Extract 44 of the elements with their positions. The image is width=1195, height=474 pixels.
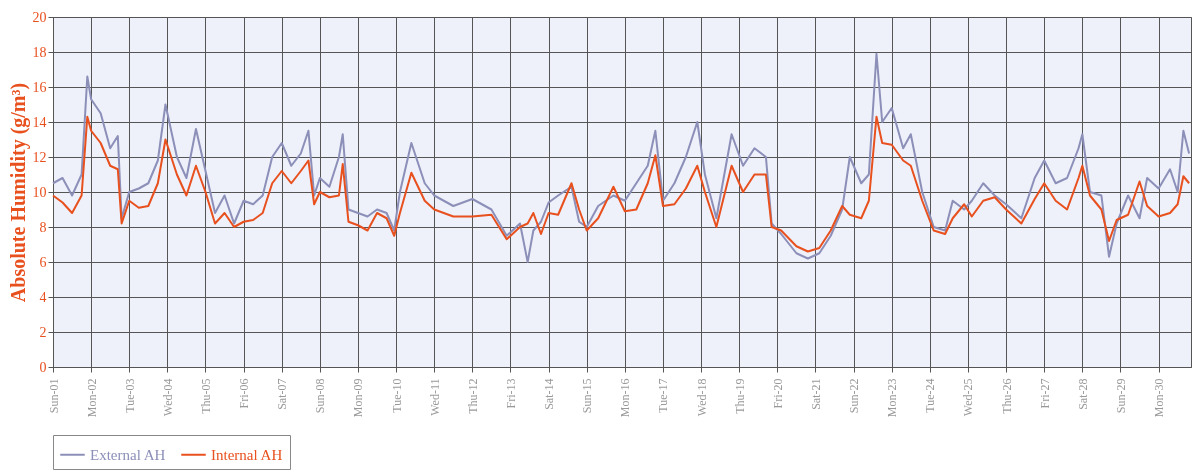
x-tick-label: Sat-14 [542, 378, 557, 410]
x-tick-label: Thu-26 [999, 378, 1014, 414]
y-tick-label: 10 [32, 184, 47, 200]
x-tick-label: Sun-01 [46, 378, 61, 414]
x-tick-label: Tue-03 [122, 378, 137, 413]
x-tick-label: Wed-25 [961, 378, 976, 417]
x-tick-label: Mon-30 [1152, 378, 1167, 418]
x-tick-label: Fri-20 [770, 378, 785, 409]
x-tick-label: Sat-21 [808, 378, 823, 410]
x-tick-label: Fri-27 [1037, 378, 1052, 409]
y-tick-label: 2 [39, 324, 47, 340]
y-tick-label: 14 [32, 114, 47, 130]
x-tick-label: Fri-06 [237, 378, 252, 409]
x-tick-label: Sun-08 [313, 378, 328, 414]
x-tick-label: Sun-29 [1113, 378, 1128, 414]
y-tick-label: 8 [39, 219, 47, 235]
legend-label: External AH [90, 446, 166, 463]
y-tick-label: 4 [39, 289, 47, 305]
x-tick-label: Thu-19 [732, 378, 747, 414]
y-tick-label: 6 [39, 254, 47, 270]
x-tick-label: Tue-17 [656, 378, 671, 413]
x-tick-label: Sun-22 [847, 378, 862, 414]
x-tick-label: Sat-07 [275, 378, 290, 410]
y-tick-label: 20 [32, 9, 47, 25]
y-tick-label: 0 [39, 359, 47, 375]
x-tick-label: Sun-15 [580, 378, 595, 414]
x-tick-label: Wed-18 [694, 378, 709, 417]
legend-label: Internal AH [211, 446, 283, 463]
x-tick-label: Fri-13 [503, 378, 518, 409]
x-tick-label: Wed-04 [160, 378, 175, 417]
x-tick-label: Wed-11 [427, 378, 442, 416]
x-tick-label: Mon-09 [351, 378, 366, 418]
y-tick-label: 12 [32, 149, 47, 165]
x-tick-label: Sat-28 [1075, 378, 1090, 410]
y-axis-title: Absolute Humidity (g/m³) [6, 82, 30, 303]
x-tick-label: Tue-24 [923, 378, 938, 413]
x-tick-label: Mon-02 [84, 378, 99, 418]
y-tick-label: 18 [32, 44, 47, 60]
x-tick-label: Mon-23 [885, 378, 900, 418]
x-tick-label: Thu-12 [465, 378, 480, 414]
y-tick-label: 16 [32, 79, 47, 95]
x-tick-label: Thu-05 [199, 378, 213, 414]
x-tick-label: Mon-16 [618, 378, 633, 418]
x-tick-label: Tue-10 [389, 378, 404, 413]
